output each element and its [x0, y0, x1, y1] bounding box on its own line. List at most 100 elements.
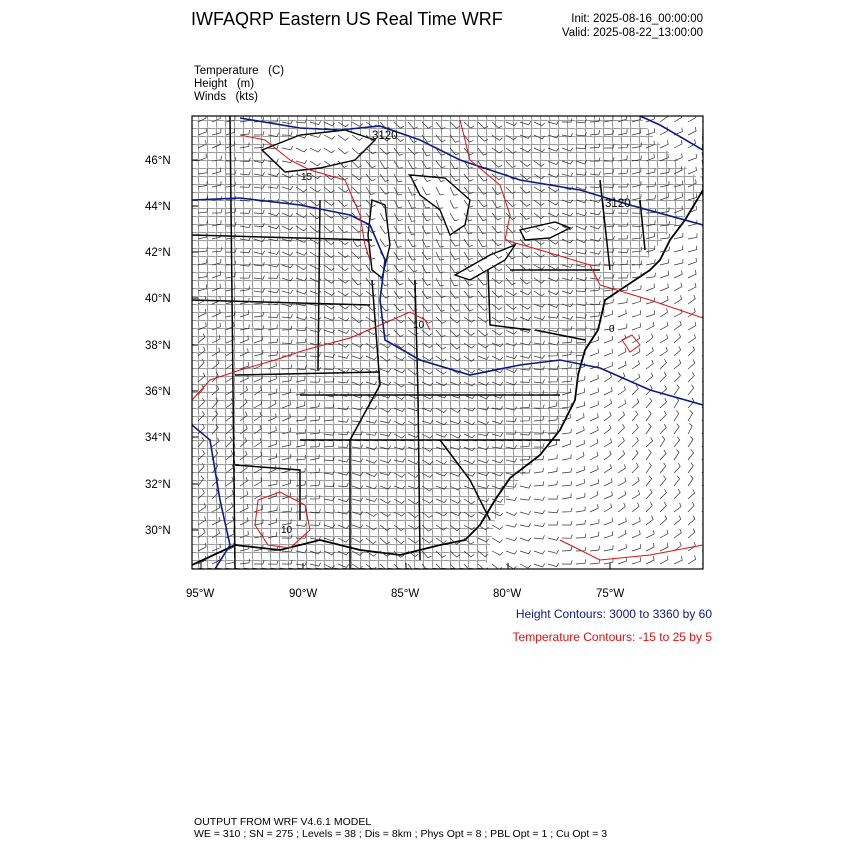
- wind-barb: [267, 388, 278, 396]
- wind-barb: [407, 199, 416, 209]
- wind-barb: [393, 524, 405, 531]
- wind-barb: [463, 394, 476, 400]
- wind-barb: [295, 251, 308, 256]
- wind-barb: [645, 462, 652, 474]
- wind-barb: [197, 208, 208, 214]
- wind-barb: [589, 361, 599, 370]
- wind-barb: [659, 221, 670, 227]
- wind-barb: [351, 277, 362, 286]
- wind-barb: [449, 524, 461, 532]
- wind-barb: [575, 533, 587, 539]
- wind-barb: [533, 455, 545, 461]
- wind-barb: [379, 537, 391, 545]
- wind-barb: [533, 173, 545, 180]
- wind-barb: [435, 186, 445, 196]
- wind-barb: [295, 290, 308, 295]
- wind-barb: [687, 475, 694, 487]
- wind-barb: [295, 119, 307, 124]
- field-unit: (C): [268, 65, 285, 77]
- wind-barb: [365, 431, 377, 436]
- wind-barb: [351, 417, 363, 423]
- wind-barb: [282, 352, 293, 357]
- wind-barb: [477, 446, 490, 451]
- wind-barb: [533, 366, 545, 371]
- wind-barb: [309, 290, 322, 295]
- wind-barb: [575, 238, 588, 244]
- wind-barb: [491, 563, 503, 569]
- wind-barb: [239, 262, 251, 267]
- wind-barb: [631, 297, 641, 305]
- wind-barb: [337, 212, 349, 220]
- wind-barb: [379, 264, 390, 273]
- wind-barb: [309, 277, 321, 283]
- wind-barb: [603, 464, 612, 474]
- wind-barb: [603, 335, 613, 344]
- wind-barb: [295, 326, 307, 331]
- wind-barb: [645, 346, 654, 357]
- wind-barb: [547, 549, 560, 554]
- wind-barb: [337, 392, 349, 397]
- wind-barb: [435, 459, 447, 465]
- wind-barb: [645, 128, 655, 136]
- wind-barb: [477, 342, 489, 349]
- wind-barb: [519, 550, 532, 555]
- wind-barb: [407, 420, 419, 426]
- wind-barb: [295, 302, 307, 307]
- wind-barb: [239, 248, 251, 254]
- wind-barb: [673, 220, 684, 227]
- wind-barb: [645, 245, 656, 253]
- wind-barb: [225, 322, 235, 331]
- wind-barb: [505, 550, 518, 555]
- wind-barb: [281, 339, 293, 344]
- wind-barb: [337, 277, 349, 284]
- wind-barb: [365, 147, 377, 155]
- wind-barb: [309, 390, 321, 396]
- wind-barb: [323, 173, 335, 180]
- wind-barb: [673, 488, 681, 500]
- wind-barb: [295, 467, 306, 474]
- wind-barb: [631, 423, 639, 435]
- wind-barb: [589, 183, 601, 188]
- wind-barb: [337, 134, 349, 141]
- wind-barb: [421, 212, 431, 222]
- wind-barb: [547, 495, 559, 500]
- wind-barb: [645, 384, 653, 396]
- wind-barb: [673, 372, 681, 383]
- wind-barb: [449, 121, 461, 129]
- wind-barb: [197, 489, 205, 500]
- wind-barb: [239, 335, 249, 344]
- wind-barb: [323, 353, 335, 358]
- wind-barb: [673, 116, 683, 123]
- wind-barb: [449, 459, 461, 465]
- wind-barb: [449, 147, 460, 156]
- wind-barb: [547, 277, 560, 282]
- wind-barb: [631, 155, 642, 162]
- wind-barb: [659, 153, 669, 162]
- wind-barb: [379, 498, 391, 504]
- wind-barb: [267, 236, 279, 241]
- wind-barb: [239, 157, 251, 162]
- wind-barb: [575, 546, 587, 552]
- wind-barb: [225, 516, 235, 526]
- wind-barb: [421, 290, 431, 299]
- wind-barb: [239, 386, 248, 396]
- wind-barb: [645, 359, 654, 370]
- wind-barb: [645, 449, 652, 461]
- wind-barb: [533, 186, 545, 193]
- wind-barb: [351, 458, 364, 463]
- wind-barb: [449, 173, 460, 182]
- wind-barb: [575, 426, 585, 435]
- wind-barb: [211, 517, 221, 526]
- wind-barb: [561, 468, 572, 474]
- wind-barb: [589, 559, 601, 565]
- wind-barb: [281, 173, 294, 179]
- lat-axis: [192, 159, 198, 531]
- wind-barb: [673, 515, 682, 526]
- wind-barb: [337, 537, 349, 543]
- wind-barb: [463, 485, 476, 490]
- wind-barb: [225, 311, 236, 318]
- wind-barb: [631, 334, 641, 344]
- wind-barb: [449, 420, 462, 425]
- wind-barb: [239, 348, 249, 357]
- wind-barb: [631, 194, 642, 201]
